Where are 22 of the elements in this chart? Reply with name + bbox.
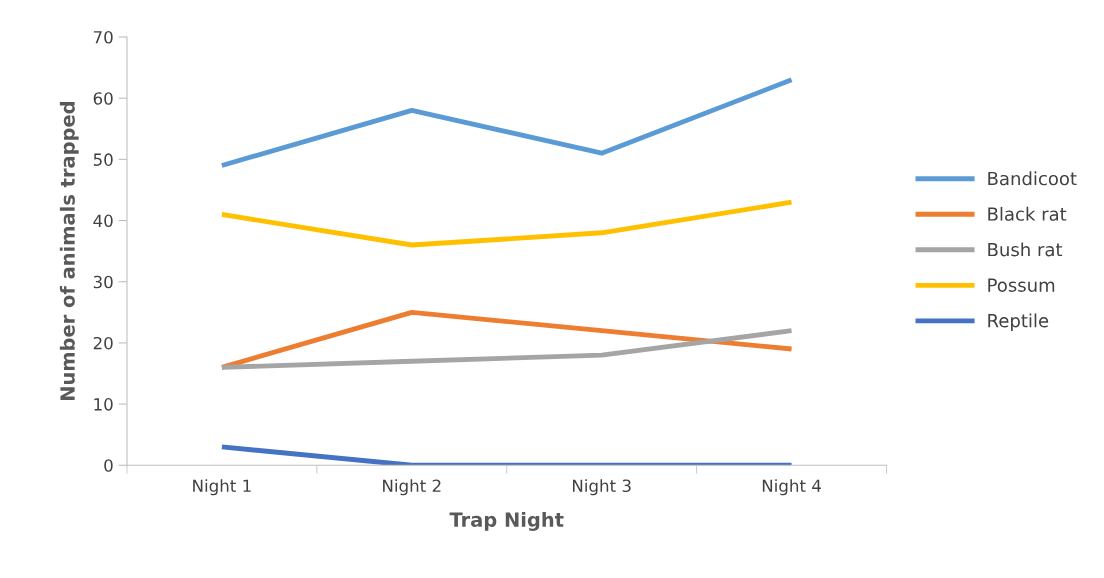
x-axis-title: Trap Night [449, 511, 564, 531]
legend-label: Possum [988, 278, 1055, 292]
line-series [219, 77, 794, 168]
line-series [219, 328, 794, 370]
x-tick-label: Night 2 [383, 479, 441, 496]
y-tick-label: 0 [104, 459, 113, 472]
y-tick-label: 30 [93, 275, 113, 289]
legend-label: Reptile [988, 313, 1049, 331]
x-tick-label: Night 1 [193, 479, 251, 496]
legend-label: Bush rat [988, 242, 1063, 257]
legend-label: Black rat [988, 206, 1067, 221]
y-tick-label: 60 [93, 92, 113, 105]
y-tick-label: 40 [93, 214, 113, 228]
x-tick-label: Night 3 [572, 479, 631, 496]
y-tick-label: 50 [93, 153, 113, 166]
x-tick-label: Night 4 [762, 479, 821, 496]
line-series [219, 199, 794, 248]
legend-label: Bandicoot [988, 171, 1077, 186]
y-tick-label: 70 [93, 30, 113, 44]
y-tick-label: 20 [93, 336, 113, 350]
y-axis-title: Number of animals trapped [59, 102, 79, 401]
y-tick-label: 10 [94, 398, 113, 411]
